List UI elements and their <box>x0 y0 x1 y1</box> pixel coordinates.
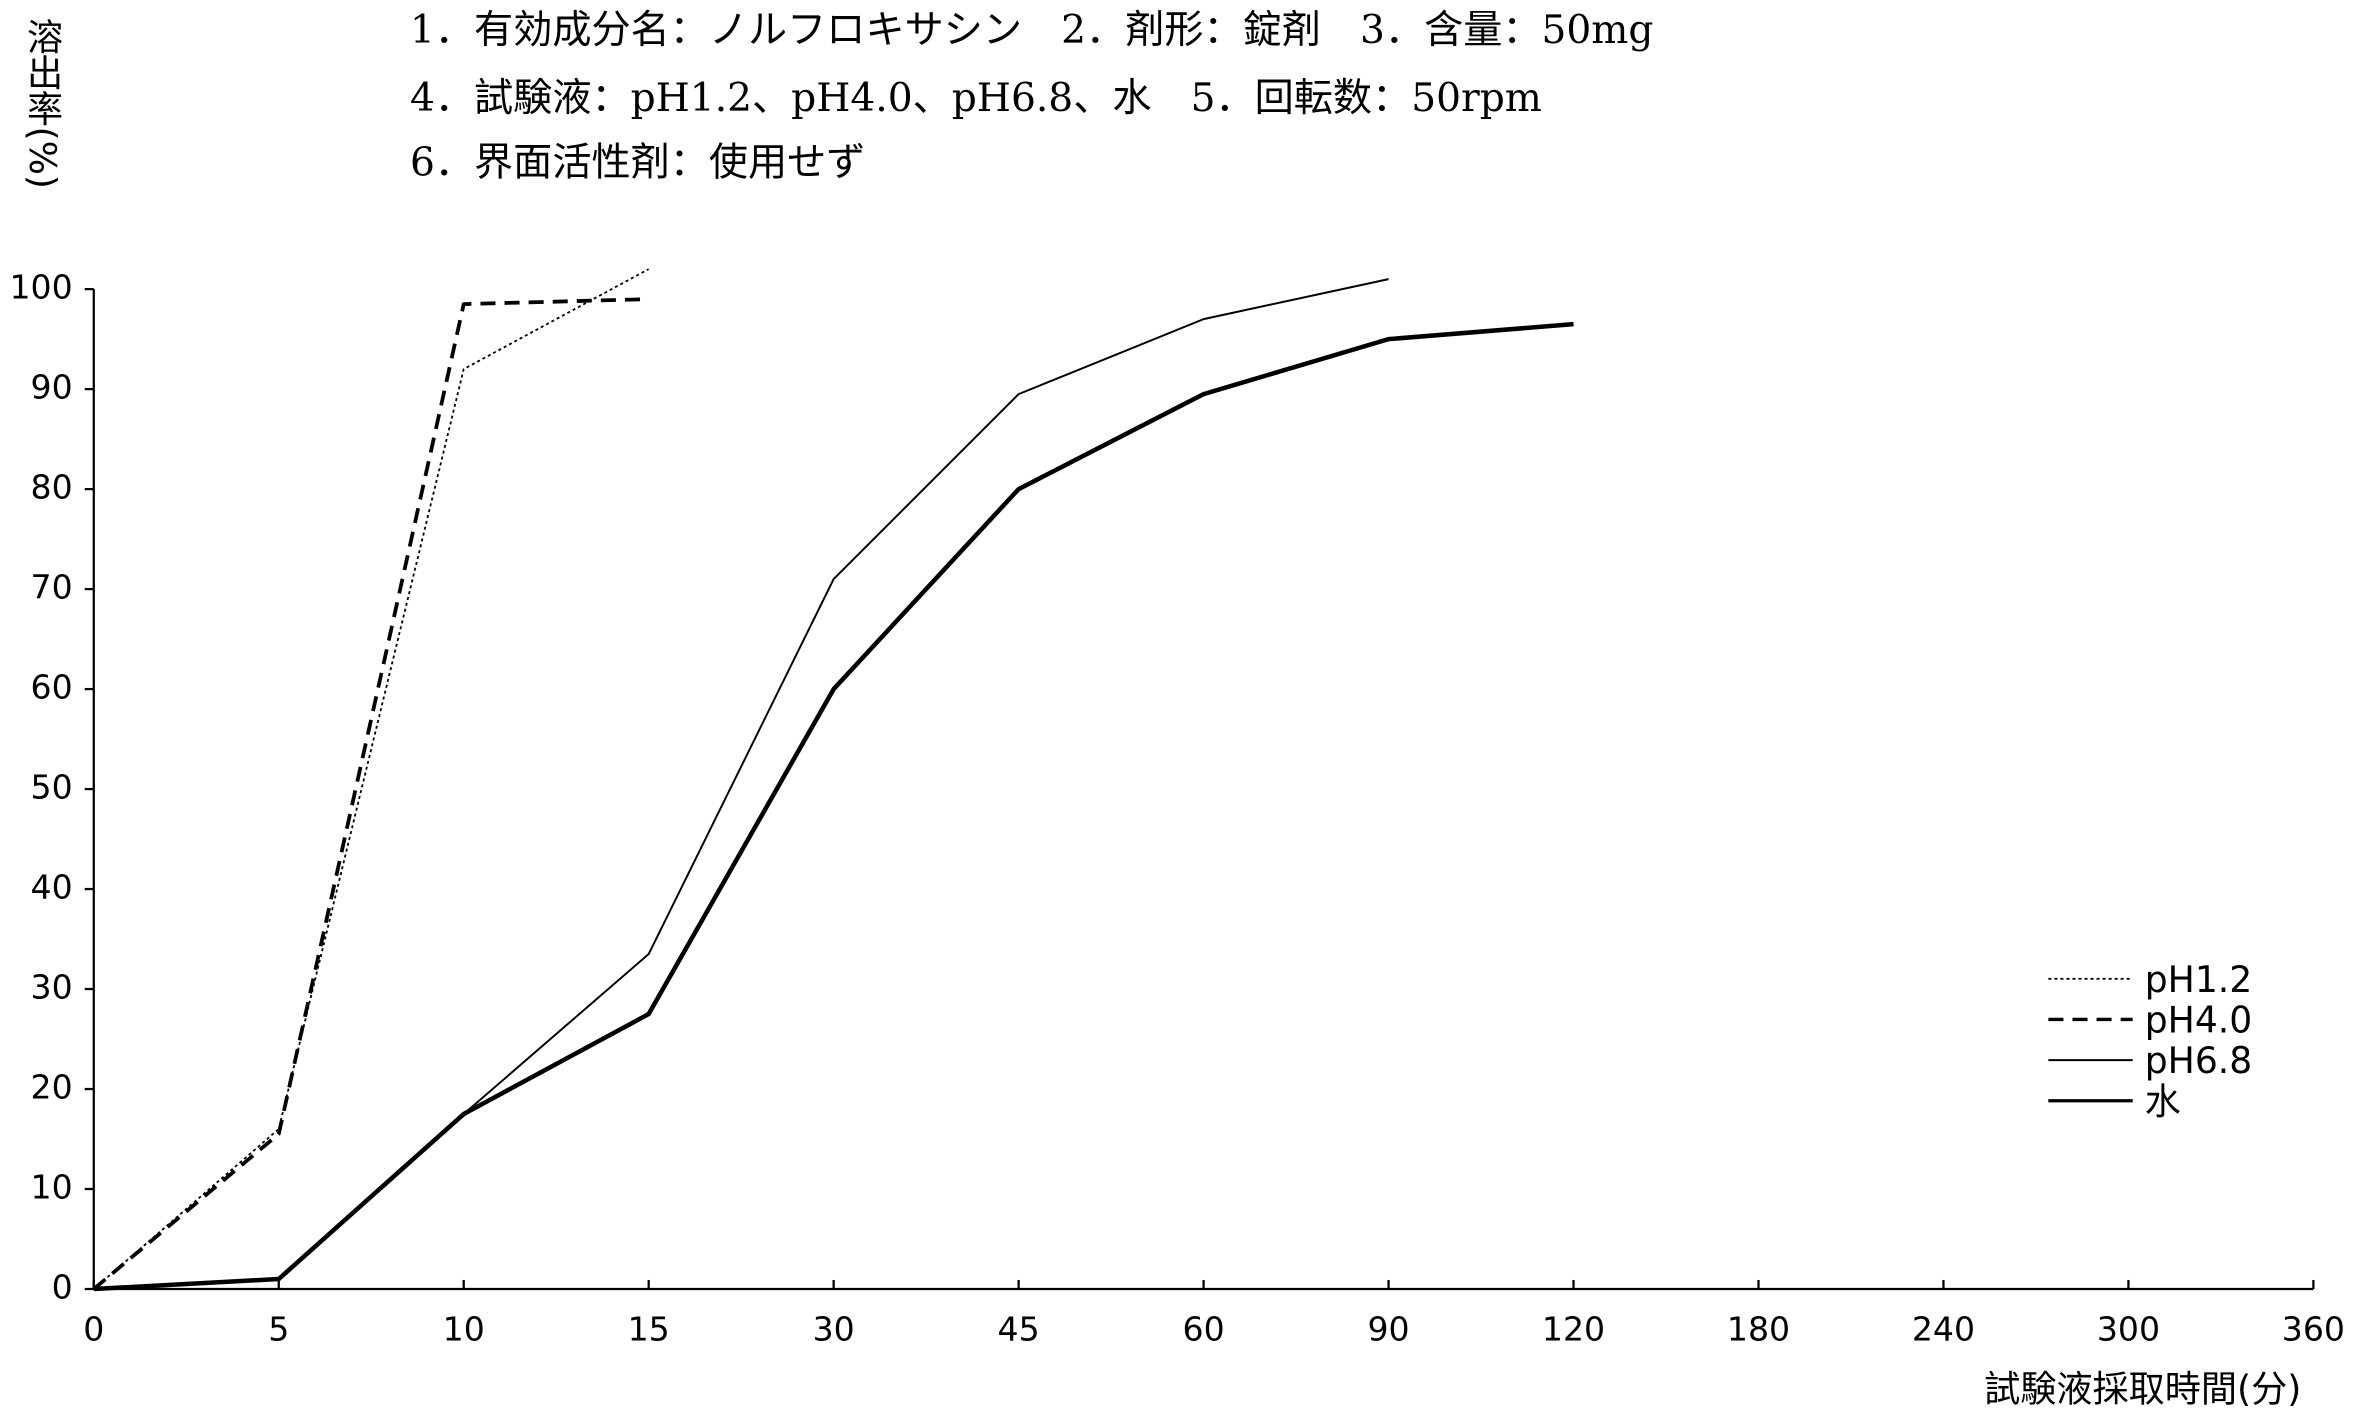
y-tick-label: 20 <box>31 1068 73 1107</box>
x-tick-label: 240 <box>1912 1310 1975 1349</box>
x-tick-label: 360 <box>2282 1310 2345 1349</box>
y-tick-label: 0 <box>52 1268 73 1307</box>
legend-label: pH1.2 <box>2145 958 2253 1001</box>
y-tick-label: 100 <box>9 268 72 307</box>
header-line: 6．界面活性剤：使用せず <box>410 141 865 186</box>
y-axis-label: 溶出率(%) <box>21 18 64 189</box>
series-line <box>93 278 1389 1290</box>
legend-label: 水 <box>2145 1080 2181 1123</box>
x-tick-label: 120 <box>1542 1310 1605 1349</box>
series-line <box>93 321 1574 1292</box>
y-tick-label: 30 <box>31 968 73 1007</box>
x-tick-label: 5 <box>268 1310 289 1349</box>
y-tick-label: 50 <box>31 768 73 807</box>
y-tick-label: 90 <box>31 368 73 407</box>
legend-label: pH4.0 <box>2145 998 2253 1041</box>
y-tick-label: 60 <box>31 668 73 707</box>
x-tick-label: 15 <box>628 1310 670 1349</box>
y-tick-label: 70 <box>31 568 73 607</box>
y-tick-label: 40 <box>31 868 73 907</box>
header-line: 4．試験液：pH1.2、pH4.0、pH6.8、水 5．回転数：50rpm <box>410 76 1542 121</box>
x-tick-label: 0 <box>83 1310 104 1349</box>
legend-label: pH6.8 <box>2145 1039 2253 1082</box>
header-line: 1．有効成分名：ノルフロキサシン 2．剤形：錠剤 3．含量：50mg <box>410 8 1653 53</box>
x-tick-label: 10 <box>443 1310 485 1349</box>
x-tick-label: 180 <box>1727 1310 1790 1349</box>
x-tick-label: 300 <box>2097 1310 2160 1349</box>
x-tick-label: 45 <box>998 1310 1040 1349</box>
x-tick-label: 30 <box>813 1310 855 1349</box>
x-tick-label: 60 <box>1183 1310 1225 1349</box>
series-line <box>93 268 650 1290</box>
y-tick-label: 80 <box>31 468 73 507</box>
y-tick-label: 10 <box>31 1168 73 1207</box>
x-tick-label: 90 <box>1367 1310 1409 1349</box>
x-axis-label: 試験液採取時間(分) <box>1984 1367 2301 1410</box>
series-line <box>92 297 649 1291</box>
